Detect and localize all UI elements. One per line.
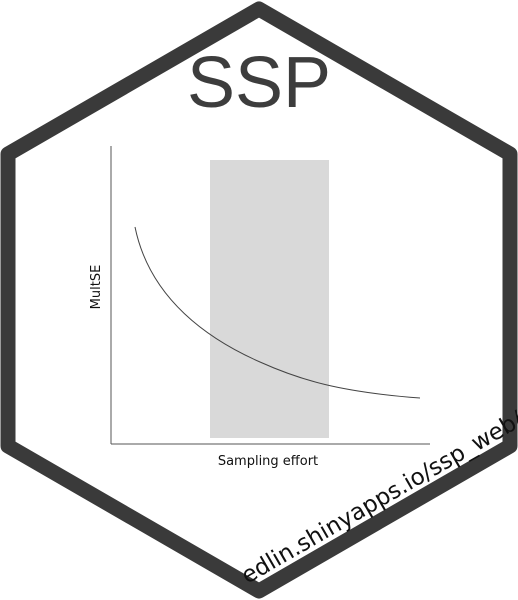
x-axis-label: Sampling effort — [218, 454, 318, 469]
sticker-title: SSP — [187, 43, 331, 123]
y-axis-label: MultSE — [89, 265, 104, 310]
shaded-band — [210, 160, 329, 438]
